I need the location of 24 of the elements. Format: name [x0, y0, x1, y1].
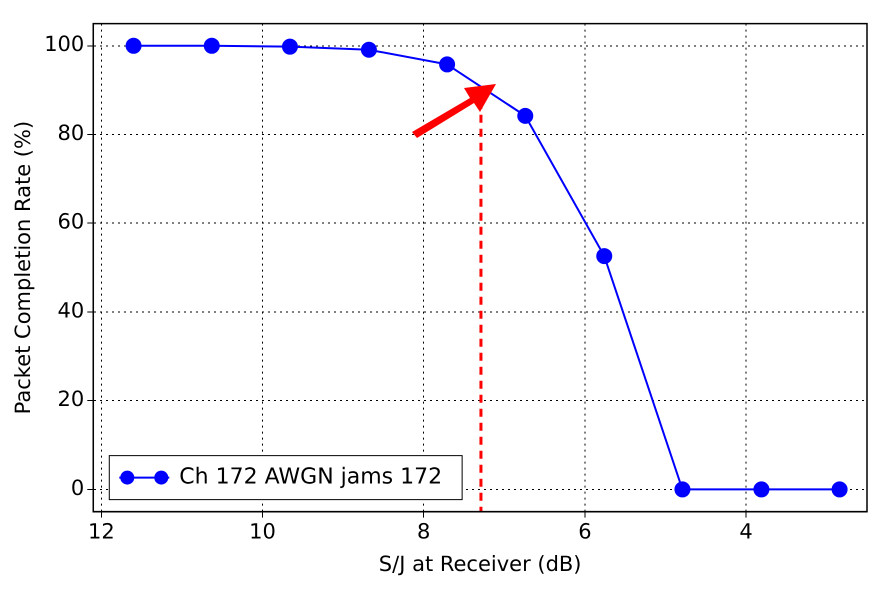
point	[282, 38, 298, 55]
point	[674, 481, 690, 498]
y-tick-label: 40	[58, 298, 84, 322]
y-axis-title: Packet Completion Rate (%)	[11, 120, 36, 414]
point	[439, 56, 456, 72]
point	[517, 108, 534, 124]
legend-label: Ch 172 AWGN jams 172	[179, 464, 442, 490]
x-tick-label: 6	[578, 520, 592, 544]
y-tick-label: 60	[58, 210, 84, 234]
x-tick-label: 12	[88, 520, 115, 544]
point	[596, 248, 612, 264]
y-tick-label: 0	[70, 476, 84, 500]
y-tick-label: 20	[58, 387, 84, 412]
x-tick-label: 8	[417, 520, 430, 544]
y-tick-label: 80	[58, 120, 84, 145]
x-tick-label: 4	[739, 520, 753, 544]
point	[360, 42, 377, 58]
y-tick-label: 100	[44, 32, 84, 56]
point	[126, 38, 142, 54]
point	[204, 38, 220, 54]
point	[753, 481, 770, 498]
point	[832, 481, 848, 498]
x-tick-label: 10	[249, 520, 276, 544]
x-axis-title: S/J at Receiver (dB)	[378, 552, 582, 576]
